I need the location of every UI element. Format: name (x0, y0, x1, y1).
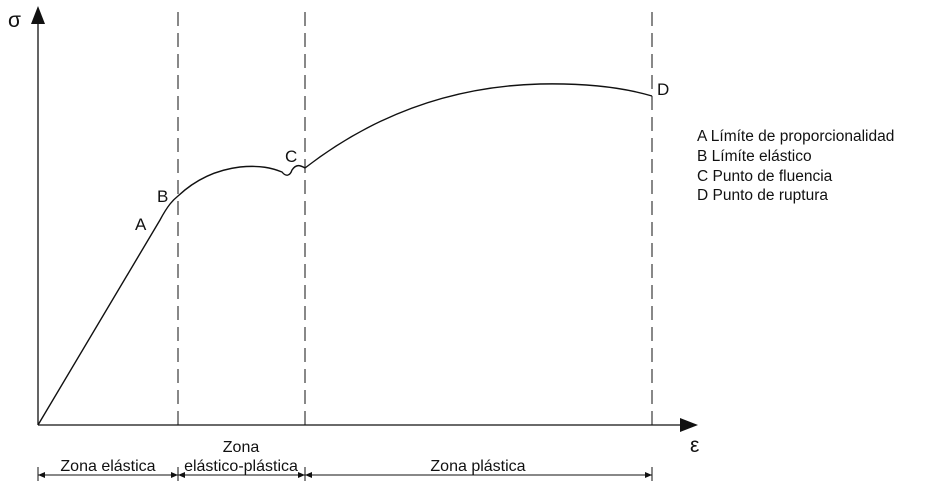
y-axis-label: σ (8, 9, 21, 32)
legend-item: A Límíte de proporcionalidad (697, 128, 894, 145)
zone-label-elastic-plastic-line2: elástico-plástica (184, 458, 298, 475)
stress-strain-curve (37, 83, 653, 426)
zone-dimension-line (37, 467, 653, 481)
zone-label-elastic: Zona elástica (60, 458, 155, 475)
point-label-d: D (657, 80, 669, 99)
zone-arrow-icon (298, 472, 305, 478)
point-label-a: A (135, 215, 147, 234)
legend-item: D Punto de ruptura (697, 187, 828, 204)
legend: A Límíte de proporcionalidad B Límíte el… (697, 128, 894, 204)
zone-label-elastic-plastic-line1: Zona (223, 439, 260, 456)
zone-arrow-icon (305, 472, 312, 478)
y-axis-arrow-icon (31, 6, 45, 24)
legend-item: B Límíte elástico (697, 148, 812, 165)
x-axis-arrow-icon (680, 418, 698, 432)
x-axis-label: ε (690, 434, 699, 457)
zone-label-plastic: Zona plástica (430, 458, 525, 475)
point-label-b: B (157, 187, 168, 206)
zone-arrow-icon (171, 472, 178, 478)
zone-arrow-icon (645, 472, 652, 478)
zone-arrow-icon (178, 472, 185, 478)
zone-arrow-icon (38, 472, 45, 478)
point-label-c: C (285, 147, 297, 166)
legend-item: C Punto de fluencia (697, 168, 833, 185)
